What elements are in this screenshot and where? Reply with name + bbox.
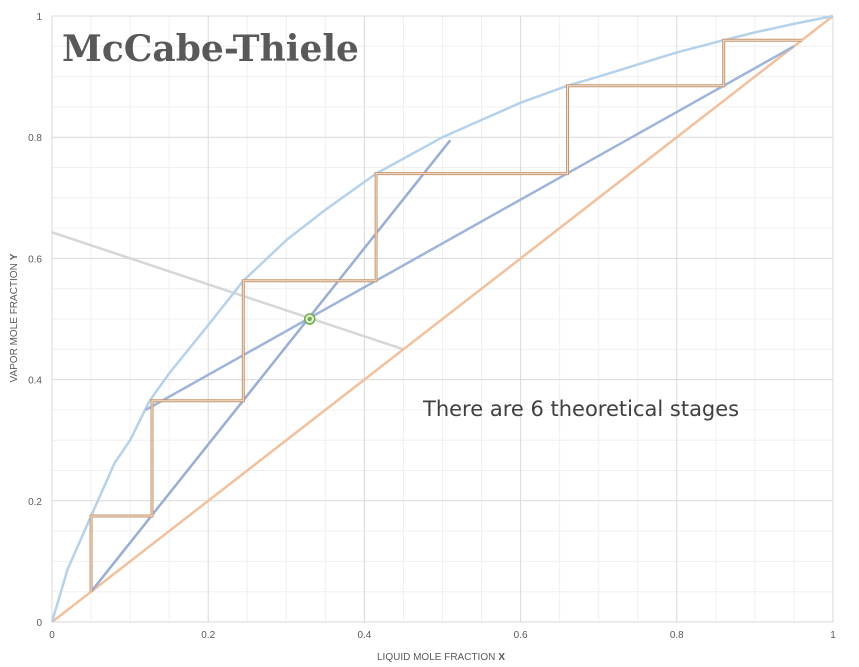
y-tick-label: 0.6 — [28, 254, 42, 265]
x-tick-label: 0.4 — [357, 630, 371, 641]
x-tick-label: 0 — [49, 630, 55, 641]
y-axis-title: VAPOR MOLE FRACTION Y — [9, 253, 20, 382]
x-tick-label: 1 — [830, 630, 836, 641]
feed-line-series — [51, 231, 404, 351]
stage-count-annotation: There are 6 theoretical stages — [422, 397, 739, 421]
x-axis-label: LIQUID MOLE FRACTION — [377, 652, 495, 663]
stripping-line-series — [90, 139, 452, 593]
rectifying-line-series — [145, 45, 795, 411]
y-tick-label: 0.4 — [28, 376, 42, 387]
x-tick-label: 0.2 — [201, 630, 215, 641]
stages-series-highlight — [90, 39, 802, 592]
y-tick-label: 0.2 — [28, 497, 42, 508]
x-tick-label: 0.8 — [670, 630, 684, 641]
feed-point-layer — [303, 313, 316, 325]
diagonal-series — [51, 15, 834, 623]
y-tick-label: 0.8 — [28, 133, 42, 144]
y-tick-label: 1 — [36, 12, 42, 23]
minor-grid — [52, 16, 833, 622]
equilibrium-series — [50, 14, 834, 623]
series-layer — [50, 14, 834, 623]
x-tick-labels: 0 0.2 0.4 0.6 0.8 1 — [49, 630, 836, 641]
y-tick-labels: 0 0.2 0.4 0.6 0.8 1 — [28, 12, 42, 629]
x-axis-symbol: X — [498, 652, 505, 663]
major-grid — [51, 15, 834, 623]
x-tick-label: 0.6 — [514, 630, 528, 641]
feed-point-center — [307, 316, 312, 322]
x-axis-title: LIQUID MOLE FRACTION X — [377, 652, 505, 663]
y-axis-label: VAPOR MOLE FRACTION — [9, 263, 20, 382]
y-axis-symbol: Y — [9, 253, 20, 260]
chart-title: McCabe-Thiele — [62, 28, 359, 70]
y-tick-label: 0 — [36, 618, 42, 629]
